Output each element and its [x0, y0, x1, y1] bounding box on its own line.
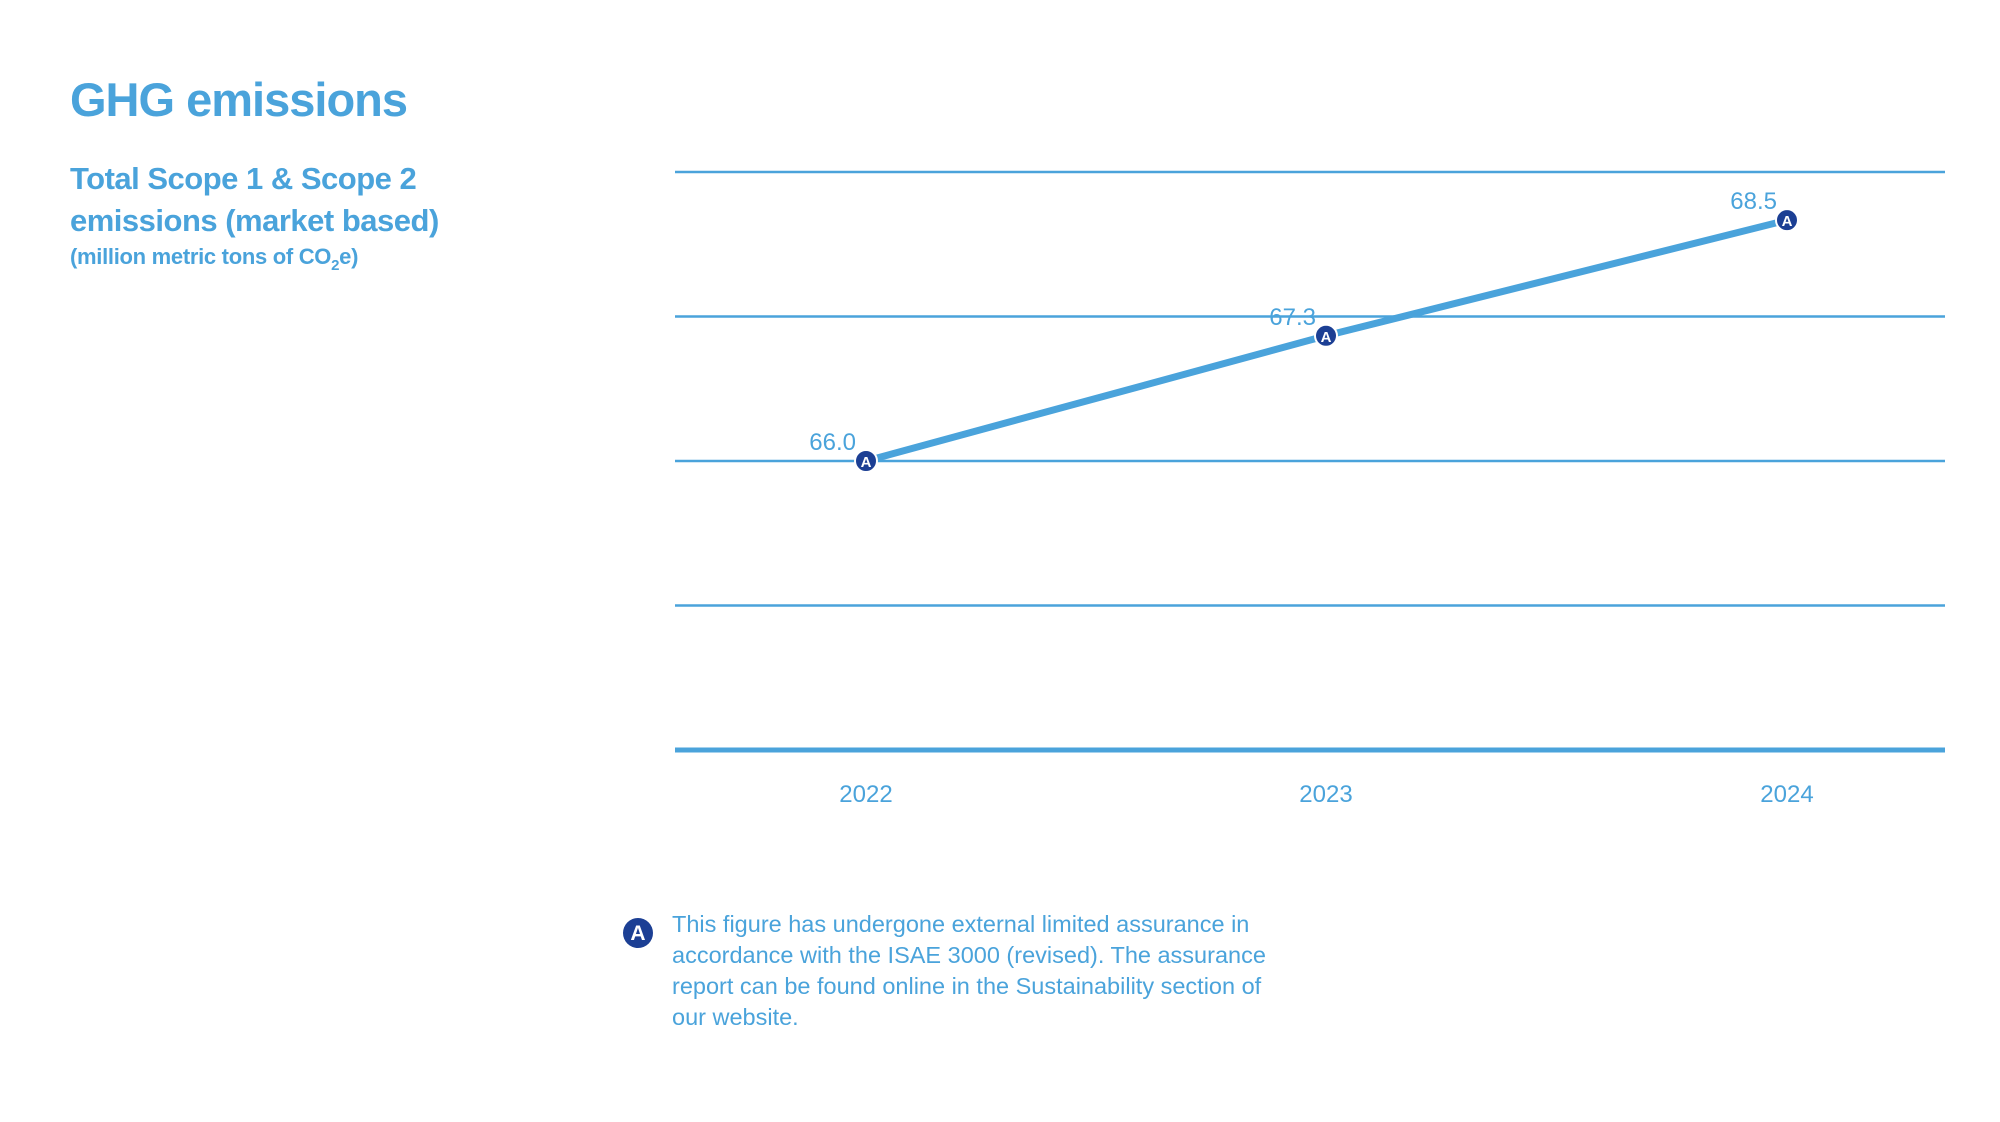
data-point-marker: [1314, 323, 1338, 348]
data-point-badge-letter: A: [861, 454, 872, 471]
unit-suffix: e): [339, 244, 359, 269]
data-label: 68.5: [1730, 188, 1777, 215]
data-point-marker: [854, 449, 878, 473]
unit-label: (million metric tons of CO2e): [70, 244, 358, 274]
data-point-badge-letter: A: [1321, 329, 1332, 346]
data-label: 67.3: [1269, 304, 1316, 331]
assurance-badge-icon: A: [623, 918, 653, 948]
x-tick-label: 2024: [1760, 781, 1813, 808]
data-point-badge-letter: A: [1782, 213, 1793, 230]
assurance-badge-letter: A: [630, 922, 645, 945]
assurance-footnote: This figure has undergone external limit…: [672, 911, 1266, 1030]
data-label: 66.0: [809, 429, 856, 456]
x-tick-label: 2023: [1299, 781, 1352, 808]
data-point-marker: [1775, 208, 1799, 233]
unit-prefix: (million metric tons of CO: [70, 244, 332, 269]
chart-subtitle: Total Scope 1 & Scope 2 emissions (marke…: [70, 161, 439, 238]
unit-subscript: 2: [331, 257, 340, 274]
page-title: GHG emissions: [70, 73, 408, 126]
x-tick-label: 2022: [839, 781, 892, 808]
